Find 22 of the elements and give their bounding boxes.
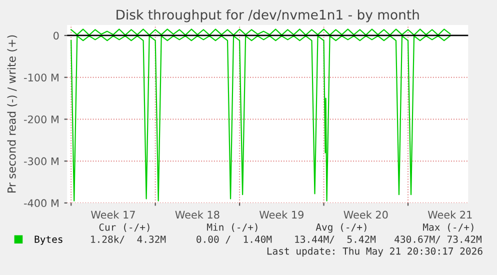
text: 0.00 / 1.40M — [196, 236, 272, 244]
text: 1.28k/ 4.32M — [91, 235, 166, 244]
text: Avg (-/+) — [316, 223, 366, 233]
text: Max (-/+) — [423, 223, 474, 232]
text: Last update: Thu May 21 20:30:17 2026 — [267, 247, 482, 257]
chart-title: Disk throughput for /dev/nvme1n1 - by month — [116, 9, 419, 22]
y-tick-label: -200 M — [24, 115, 58, 124]
y-axis-title: Pr second read (-) / write (+) — [7, 35, 18, 193]
x-tick-label: Week 21 — [428, 210, 472, 219]
text: 13.44M/ 5.42M — [295, 236, 376, 244]
text: Min (-/+) — [207, 223, 258, 232]
y-tick-label: -100 M — [24, 74, 58, 82]
legend-label: Bytes — [34, 236, 62, 245]
text: Cur (-/+) — [99, 223, 150, 232]
x-tick-label: Week 18 — [175, 210, 220, 219]
x-tick-label: Week 19 — [259, 210, 304, 219]
y-tick-label: -300 M — [24, 157, 58, 166]
text: 430.67M/ 73.42M — [394, 236, 482, 244]
y-tick-label: -400 M — [24, 199, 58, 208]
x-tick-label: Week 20 — [344, 210, 388, 219]
y-tick-label: 0 — [54, 32, 59, 40]
x-tick-label: Week 17 — [91, 210, 135, 219]
